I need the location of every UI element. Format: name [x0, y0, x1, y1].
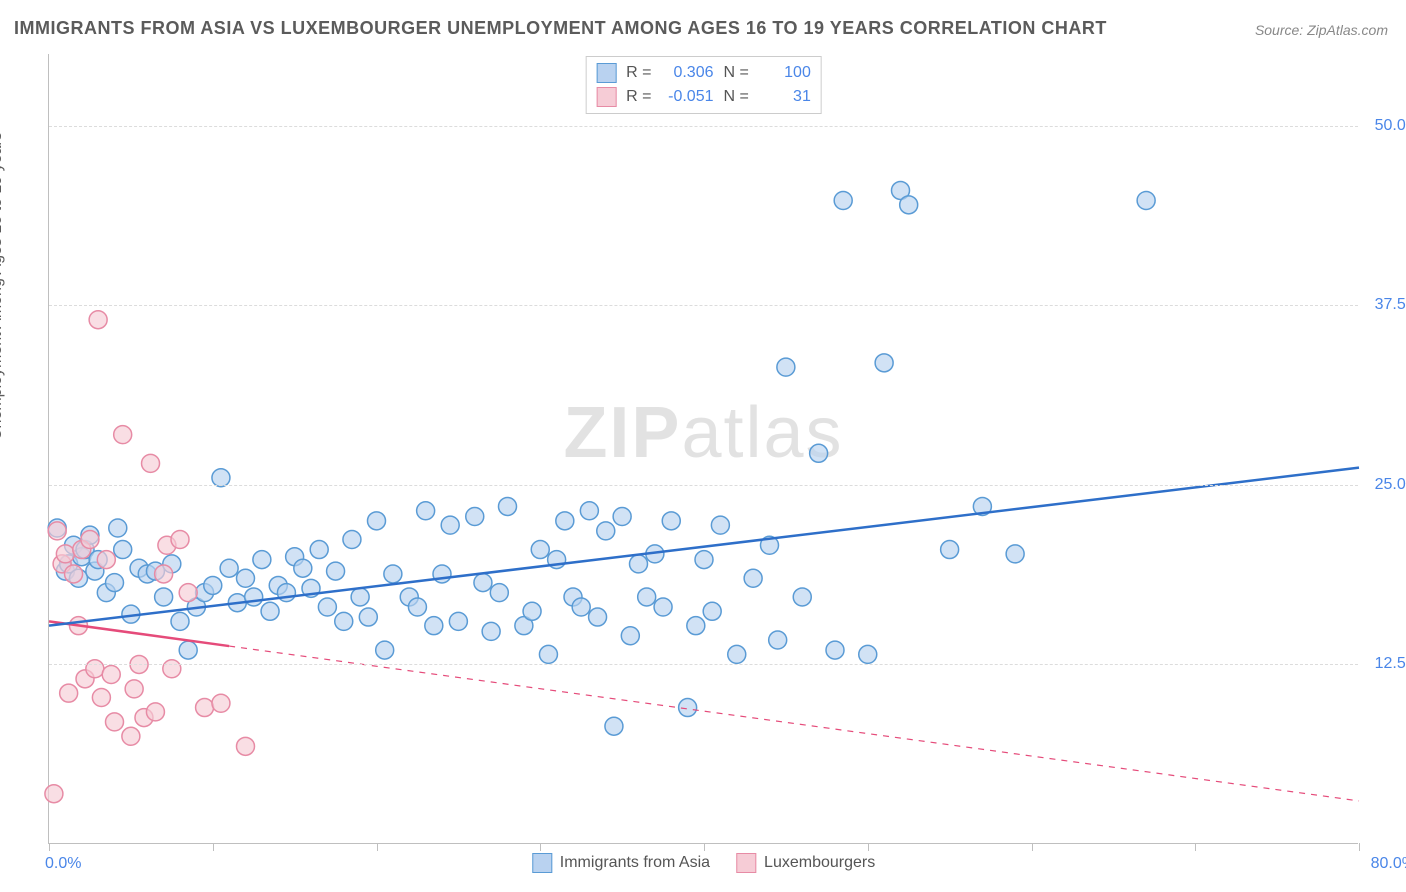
stats-r-value-0: 0.306	[662, 61, 714, 85]
grid-line	[49, 485, 1358, 486]
legend-item-0: Immigrants from Asia	[532, 853, 710, 873]
x-axis-label-right: 80.0%	[1371, 855, 1406, 873]
legend-swatch-0	[532, 853, 552, 873]
x-tick	[1032, 843, 1033, 851]
chart-svg	[49, 54, 1358, 843]
x-tick	[377, 843, 378, 851]
x-tick	[868, 843, 869, 851]
legend-label-1: Luxembourgers	[764, 854, 875, 872]
legend-swatch-1	[736, 853, 756, 873]
x-tick	[1195, 843, 1196, 851]
x-tick	[213, 843, 214, 851]
stats-r-label-0: R =	[626, 61, 651, 85]
stats-swatch-1	[596, 87, 616, 107]
x-tick	[1359, 843, 1360, 851]
x-tick	[49, 843, 50, 851]
plot-area: ZIPatlas R = 0.306 N = 100 R = -0.051 N …	[48, 54, 1358, 844]
chart-title: IMMIGRANTS FROM ASIA VS LUXEMBOURGER UNE…	[14, 18, 1107, 39]
chart-container: IMMIGRANTS FROM ASIA VS LUXEMBOURGER UNE…	[0, 0, 1406, 892]
legend-label-0: Immigrants from Asia	[560, 854, 710, 872]
stats-swatch-0	[596, 63, 616, 83]
x-tick	[540, 843, 541, 851]
y-axis-label: Unemployment Among Ages 16 to 19 years	[0, 132, 6, 440]
stats-box: R = 0.306 N = 100 R = -0.051 N = 31	[585, 56, 822, 114]
x-axis-label-left: 0.0%	[45, 855, 81, 873]
grid-line	[49, 664, 1358, 665]
stats-n-value-0: 100	[759, 61, 811, 85]
stats-row-0: R = 0.306 N = 100	[596, 61, 811, 85]
grid-line	[49, 126, 1358, 127]
y-tick-label: 25.0%	[1375, 476, 1406, 494]
stats-n-value-1: 31	[759, 85, 811, 109]
legend-item-1: Luxembourgers	[736, 853, 875, 873]
y-tick-label: 37.5%	[1375, 296, 1406, 314]
stats-n-label-0: N =	[724, 61, 749, 85]
x-tick	[704, 843, 705, 851]
source-label: Source: ZipAtlas.com	[1255, 22, 1388, 38]
bottom-legend: Immigrants from Asia Luxembourgers	[532, 853, 875, 873]
y-tick-label: 50.0%	[1375, 117, 1406, 135]
y-tick-label: 12.5%	[1375, 655, 1406, 673]
stats-r-label-1: R =	[626, 85, 651, 109]
stats-row-1: R = -0.051 N = 31	[596, 85, 811, 109]
stats-r-value-1: -0.051	[662, 85, 714, 109]
grid-line	[49, 305, 1358, 306]
stats-n-label-1: N =	[724, 85, 749, 109]
